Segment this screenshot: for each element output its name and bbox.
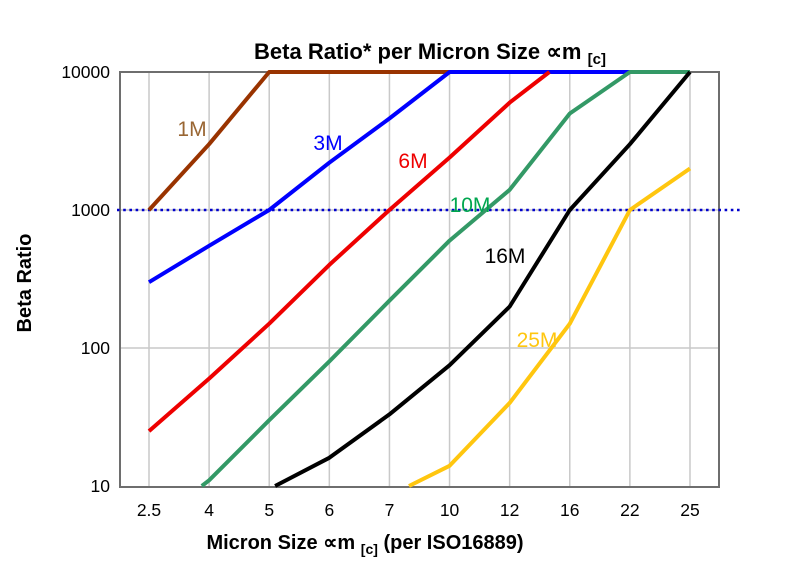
chart-title-main: Beta Ratio* per Micron Size ∝m (254, 39, 581, 64)
x-tick-label: 16 (560, 500, 579, 520)
x-axis-title: Micron Size ∝m [c] (per ISO16889) (206, 532, 523, 559)
y-tick-label: 1000 (71, 200, 110, 220)
series-label-16M: 16M (485, 245, 526, 268)
y-tick-label: 10000 (61, 62, 110, 82)
series-line-6M (147, 70, 551, 433)
chart-title: Beta Ratio* per Micron Size ∝m [c] (254, 39, 606, 68)
x-axis-title-post: (per ISO16889) (383, 532, 523, 554)
x-tick-label: 10 (440, 500, 460, 520)
x-axis-title-pre: Micron Size ∝m (206, 532, 355, 554)
y-axis-title: Beta Ratio (14, 234, 36, 333)
y-tick-label: 100 (81, 338, 110, 358)
series-layer (147, 70, 692, 488)
series-label-layer: 1M 3M 6M 10M 16M 25M (177, 118, 557, 352)
tick-label-layer: 2.5 4 5 6 7 10 12 16 22 25 10 100 1000 10000 (61, 62, 699, 520)
x-tick-label: 25 (680, 500, 699, 520)
series-label-3M: 3M (313, 132, 342, 155)
x-tick-label: 4 (204, 500, 214, 520)
series-line-10M (200, 70, 690, 488)
series-label-10M: 10M (450, 194, 491, 217)
x-tick-label: 2.5 (137, 500, 161, 520)
x-tick-label: 12 (500, 500, 519, 520)
y-tick-label: 10 (91, 476, 111, 496)
chart-title-subscript: [c] (588, 51, 606, 68)
x-tick-label: 7 (385, 500, 395, 520)
grid-layer (119, 71, 720, 488)
x-tick-label: 22 (620, 500, 639, 520)
series-line-3M (147, 70, 630, 284)
series-line-1M (147, 70, 450, 212)
x-axis-title-subscript: [c] (361, 541, 378, 557)
series-label-6M: 6M (398, 150, 427, 173)
series-label-25M: 25M (517, 329, 558, 352)
series-line-16M (274, 70, 692, 488)
x-tick-label: 5 (264, 500, 274, 520)
series-label-1M: 1M (177, 118, 206, 141)
series-line-25M (408, 166, 692, 488)
x-tick-label: 6 (324, 500, 334, 520)
